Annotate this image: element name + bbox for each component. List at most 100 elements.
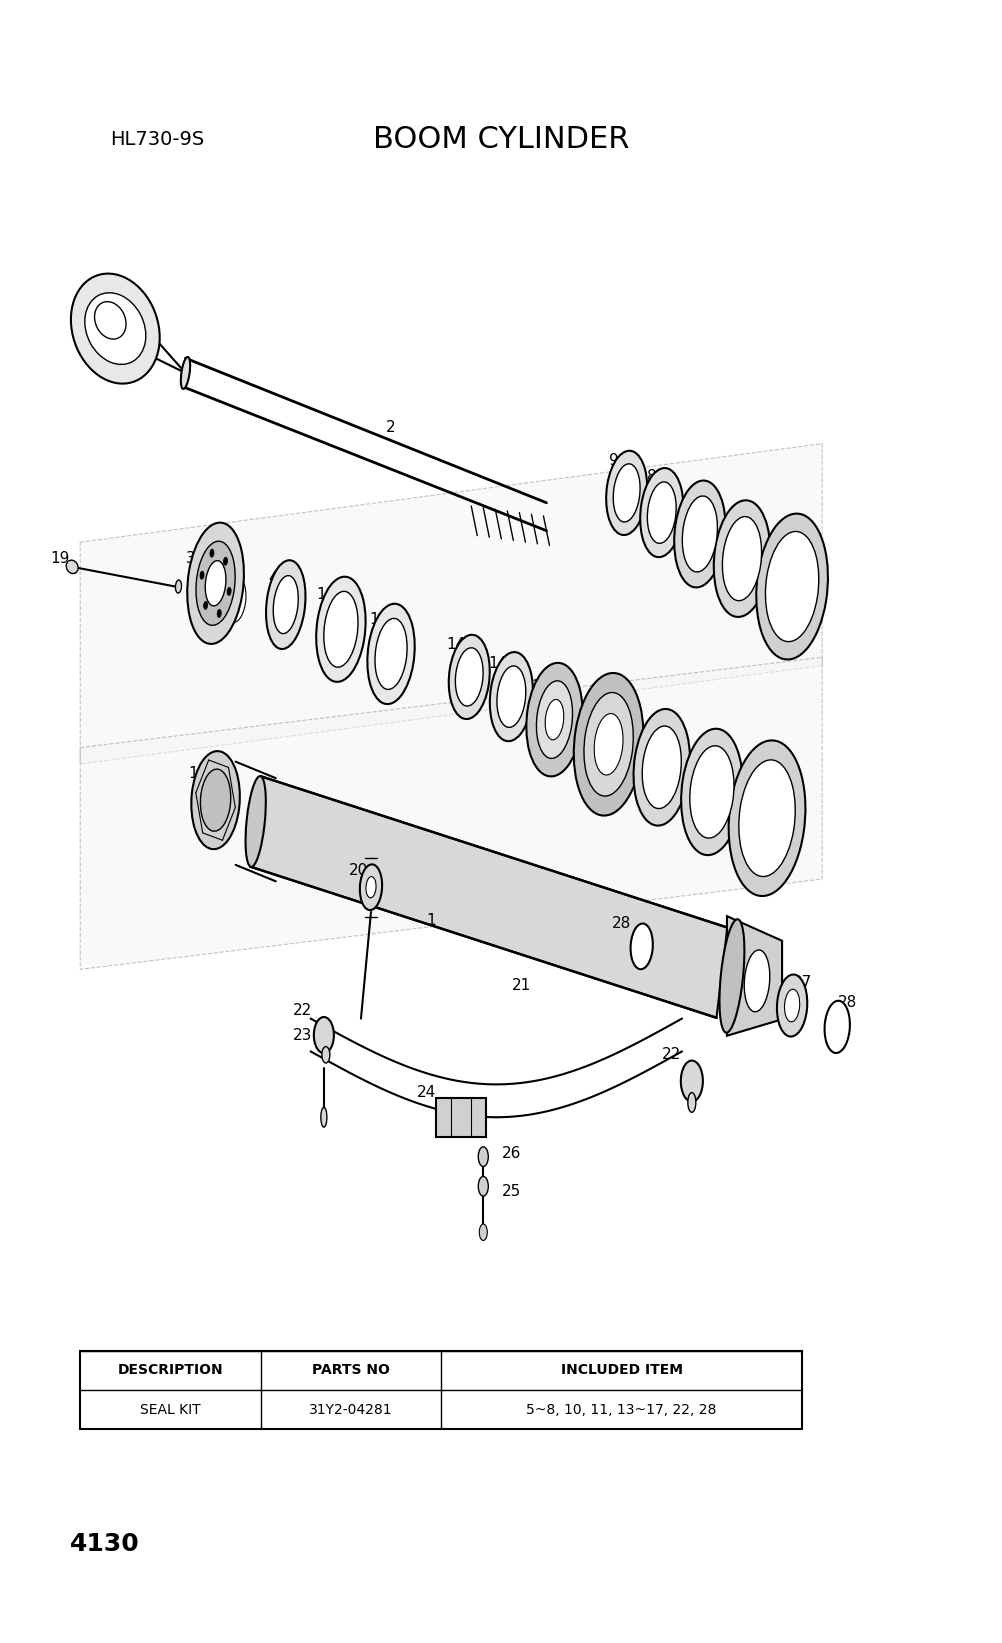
Text: PARTS NO: PARTS NO (312, 1364, 390, 1377)
Text: 28: 28 (837, 994, 857, 1010)
Ellipse shape (94, 302, 126, 338)
Ellipse shape (673, 480, 725, 588)
Ellipse shape (719, 918, 743, 1033)
Text: 12: 12 (596, 702, 616, 718)
Text: 5~8, 10, 11, 13~17, 22, 28: 5~8, 10, 11, 13~17, 22, 28 (526, 1403, 716, 1416)
Ellipse shape (455, 647, 483, 706)
Text: 14: 14 (446, 636, 466, 652)
Text: 22: 22 (661, 1047, 681, 1063)
Ellipse shape (245, 775, 266, 868)
Ellipse shape (324, 591, 358, 667)
Polygon shape (250, 777, 726, 1017)
Ellipse shape (633, 710, 689, 825)
Ellipse shape (765, 531, 819, 642)
Ellipse shape (606, 450, 646, 536)
Ellipse shape (526, 662, 582, 777)
Ellipse shape (274, 575, 298, 634)
Text: 10: 10 (316, 587, 336, 603)
Text: DESCRIPTION: DESCRIPTION (117, 1364, 223, 1377)
Text: 16: 16 (762, 775, 782, 792)
Ellipse shape (478, 1147, 488, 1167)
Text: 26: 26 (501, 1145, 521, 1162)
Text: 4130: 4130 (70, 1533, 140, 1556)
Text: 2: 2 (386, 419, 396, 435)
Ellipse shape (360, 864, 382, 910)
Text: 17: 17 (649, 726, 669, 743)
Ellipse shape (784, 989, 800, 1022)
Ellipse shape (195, 541, 235, 626)
Text: 7: 7 (797, 542, 807, 559)
Ellipse shape (490, 652, 532, 741)
Text: 19: 19 (50, 550, 70, 567)
Ellipse shape (647, 481, 675, 544)
Text: 28: 28 (611, 915, 631, 932)
Ellipse shape (226, 587, 231, 595)
Text: 4: 4 (268, 570, 278, 587)
Ellipse shape (478, 1176, 488, 1196)
Text: 3: 3 (185, 550, 195, 567)
Text: 25: 25 (501, 1183, 521, 1199)
Ellipse shape (175, 580, 181, 593)
Ellipse shape (613, 463, 639, 522)
Ellipse shape (497, 665, 525, 728)
Text: 20: 20 (349, 863, 369, 879)
Ellipse shape (721, 516, 762, 601)
Text: 14: 14 (488, 656, 508, 672)
Ellipse shape (545, 700, 563, 739)
Ellipse shape (321, 1107, 327, 1127)
Text: 22: 22 (293, 1002, 313, 1019)
Ellipse shape (687, 1093, 695, 1112)
Ellipse shape (316, 577, 366, 682)
Ellipse shape (71, 274, 159, 383)
Ellipse shape (191, 751, 239, 849)
Ellipse shape (630, 923, 652, 969)
Ellipse shape (743, 950, 770, 1012)
Ellipse shape (777, 974, 807, 1037)
Polygon shape (80, 444, 822, 764)
Polygon shape (436, 1098, 486, 1137)
Text: BOOM CYLINDER: BOOM CYLINDER (373, 125, 629, 154)
Ellipse shape (573, 674, 643, 815)
Ellipse shape (266, 560, 306, 649)
Ellipse shape (314, 1017, 334, 1053)
Ellipse shape (203, 601, 207, 610)
Ellipse shape (641, 726, 681, 808)
Ellipse shape (180, 357, 190, 389)
Ellipse shape (594, 713, 622, 775)
Text: HL730-9S: HL730-9S (110, 130, 204, 150)
Text: 5: 5 (691, 488, 701, 504)
Ellipse shape (199, 572, 204, 580)
Text: 8: 8 (646, 468, 656, 485)
Ellipse shape (85, 292, 145, 365)
Ellipse shape (681, 496, 717, 572)
Text: SEAL KIT: SEAL KIT (140, 1403, 200, 1416)
Ellipse shape (366, 877, 376, 897)
Text: 13: 13 (531, 679, 551, 695)
Text: 24: 24 (416, 1084, 436, 1101)
Ellipse shape (479, 1224, 487, 1240)
Ellipse shape (728, 741, 805, 895)
Ellipse shape (680, 1061, 702, 1101)
Ellipse shape (449, 634, 489, 720)
Ellipse shape (680, 729, 742, 854)
Ellipse shape (713, 501, 770, 616)
Text: 15: 15 (701, 748, 721, 764)
Text: 27: 27 (792, 974, 812, 991)
Polygon shape (80, 657, 822, 969)
Ellipse shape (205, 560, 225, 606)
Polygon shape (726, 917, 782, 1035)
Ellipse shape (367, 603, 415, 705)
Ellipse shape (375, 618, 407, 690)
Ellipse shape (824, 1001, 850, 1053)
Text: 18: 18 (187, 766, 207, 782)
Ellipse shape (66, 560, 78, 573)
Ellipse shape (738, 761, 795, 876)
Ellipse shape (225, 577, 245, 623)
Text: 9: 9 (608, 452, 618, 468)
Ellipse shape (640, 468, 682, 557)
Text: 21: 21 (511, 978, 531, 994)
Ellipse shape (583, 692, 633, 797)
Text: 11: 11 (369, 611, 389, 628)
Text: INCLUDED ITEM: INCLUDED ITEM (560, 1364, 682, 1377)
Text: 31Y2-04281: 31Y2-04281 (309, 1403, 393, 1416)
